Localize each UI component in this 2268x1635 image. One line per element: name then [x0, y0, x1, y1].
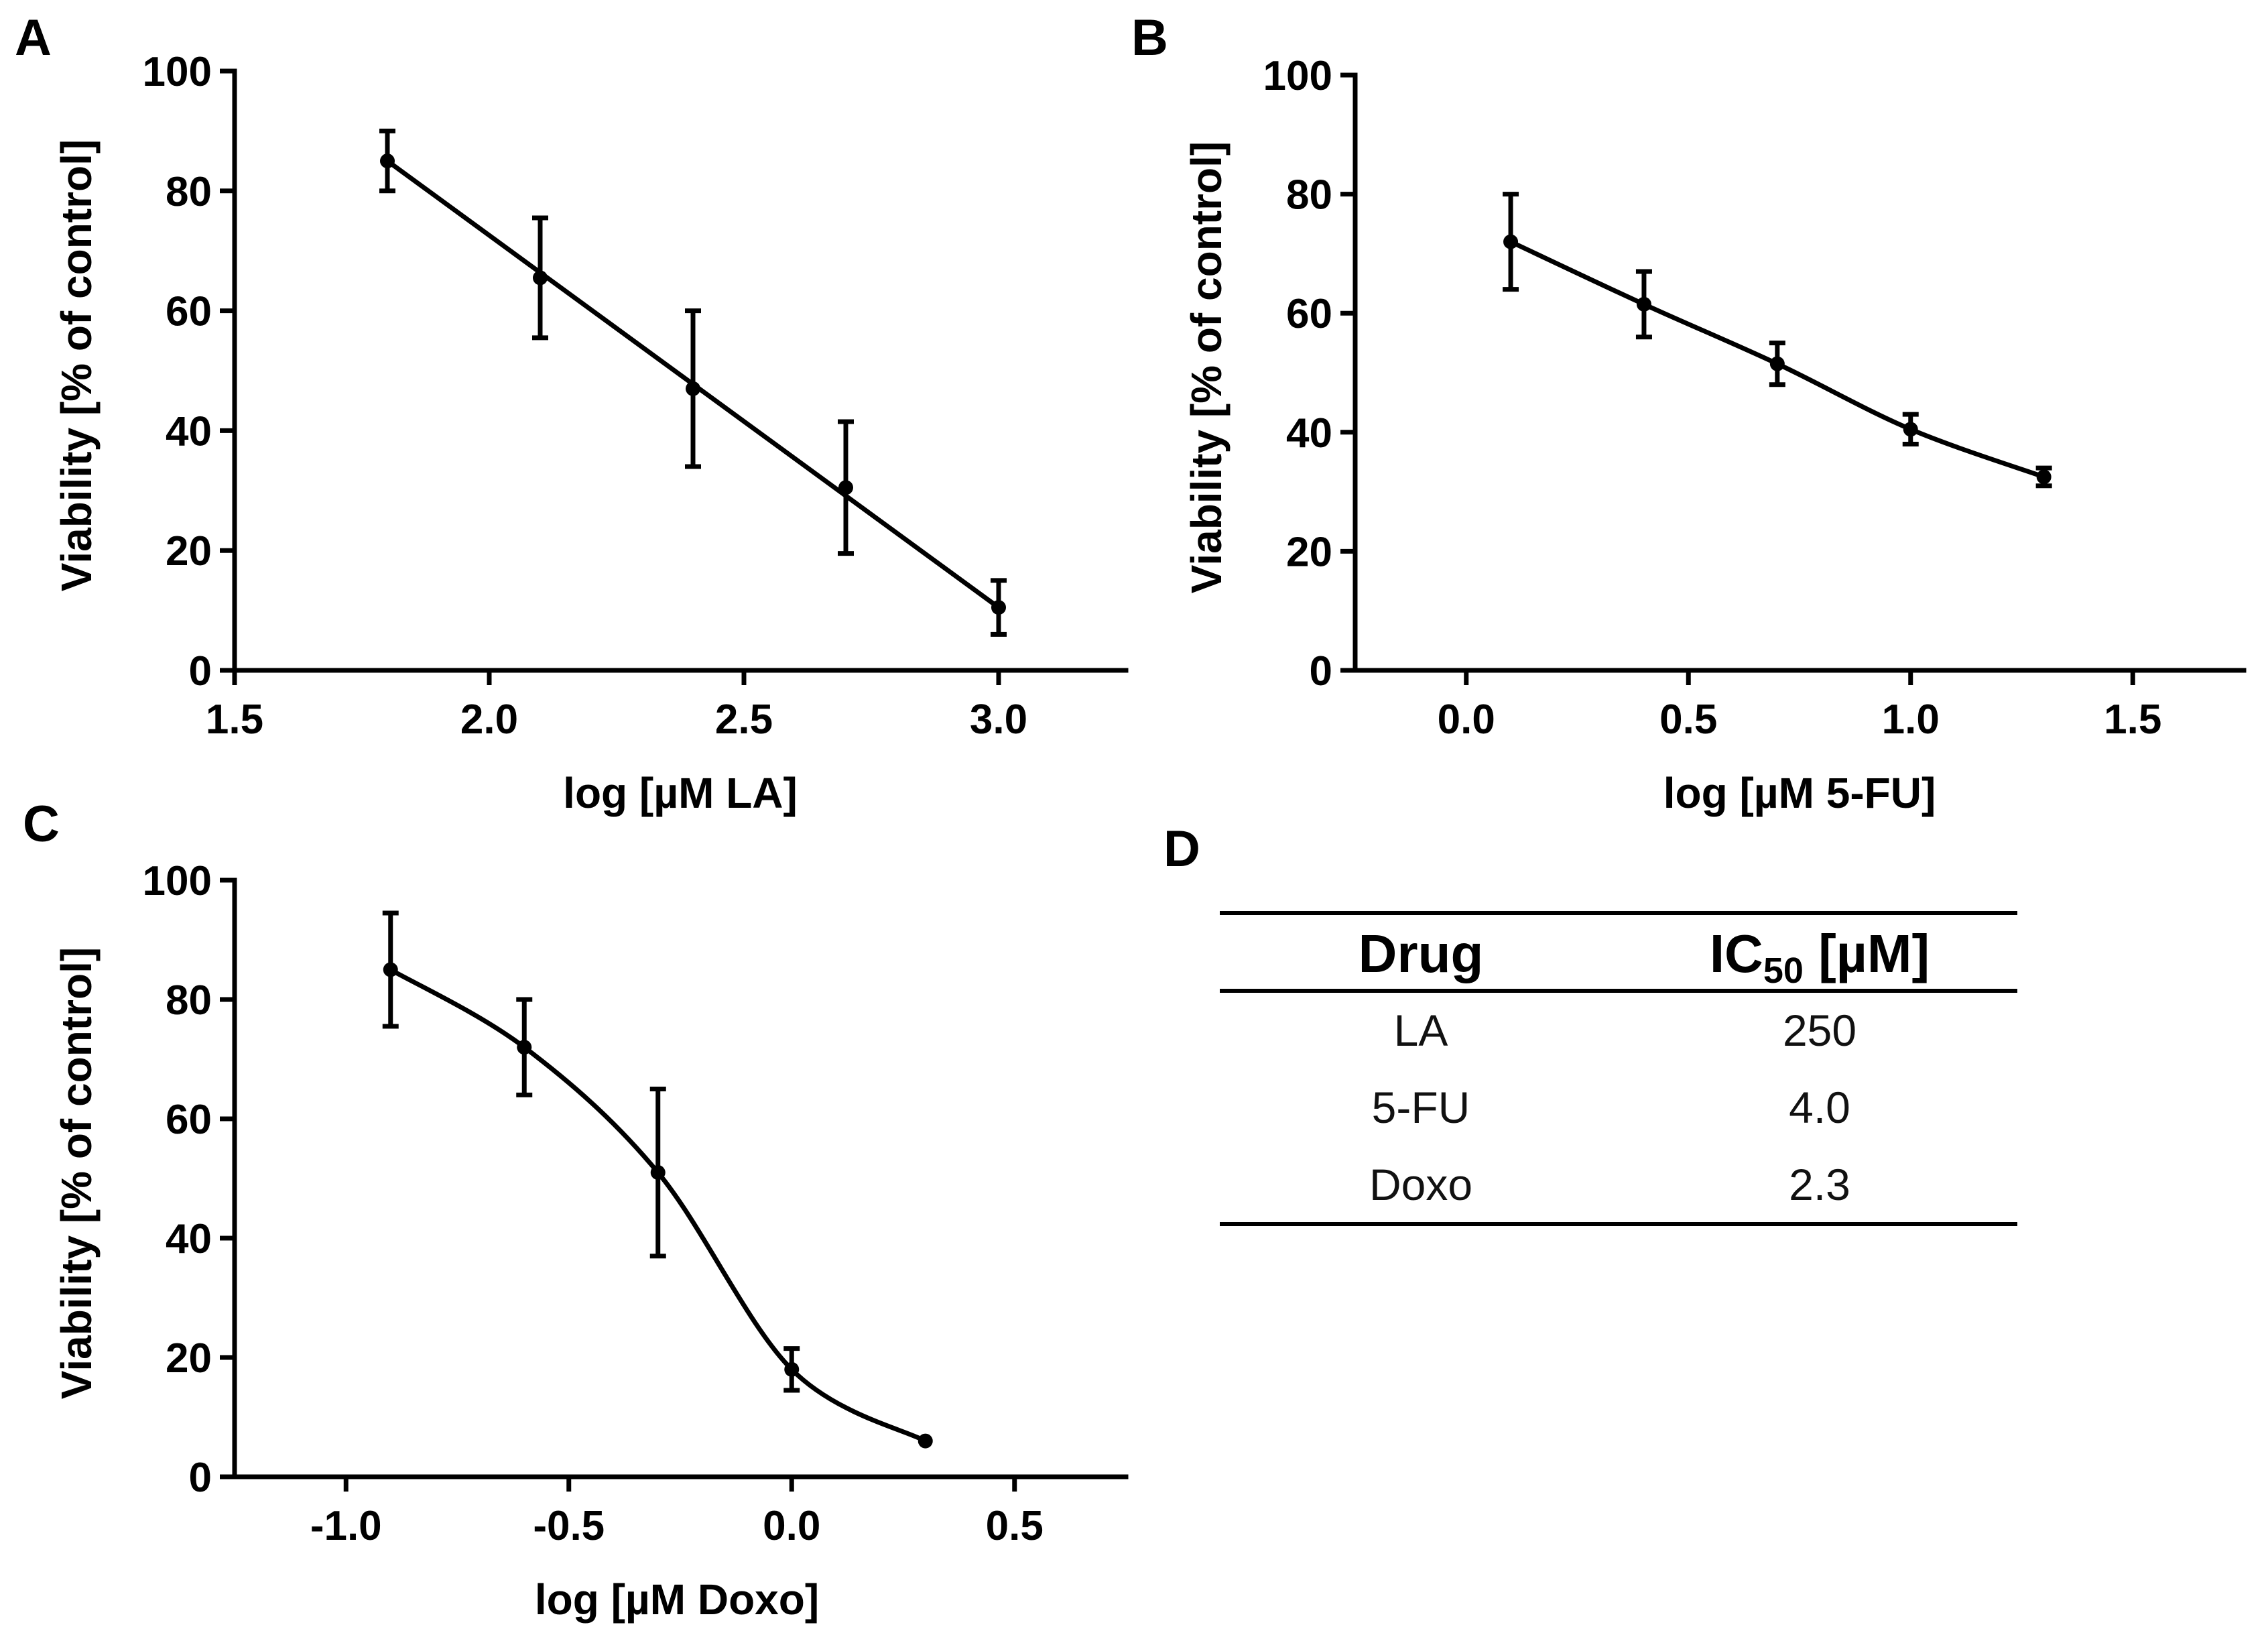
- y-tick-label: 80: [166, 169, 212, 215]
- x-tick-label: 2.0: [460, 697, 518, 743]
- x-axis-title-c: log [µM Doxo]: [535, 1575, 819, 1624]
- x-tick-label: 3.0: [970, 697, 1027, 743]
- y-tick-label: 0: [1310, 648, 1332, 694]
- y-tick-label: 20: [166, 1335, 212, 1382]
- x-axis-title-b: log [µM 5-FU]: [1663, 769, 1936, 817]
- table-cell-drug: Doxo: [1369, 1160, 1472, 1209]
- data-point: [650, 1165, 666, 1180]
- y-tick-label: 100: [143, 49, 212, 95]
- x-axis-title-a: log [µM LA]: [563, 769, 798, 817]
- data-point: [2036, 469, 2052, 485]
- data-point: [383, 962, 398, 977]
- x-tick-label: -0.5: [533, 1503, 605, 1549]
- y-tick-label: 80: [166, 977, 212, 1024]
- panel-letter-c: C: [23, 796, 60, 853]
- panel-letter-a: A: [15, 9, 52, 66]
- x-tick-label: 0.0: [763, 1503, 820, 1549]
- y-axis-title-c: Viability [% of control]: [52, 947, 101, 1399]
- ic-unit: [µM]: [1804, 924, 1930, 983]
- table-header-ic50: IC50 [µM]: [1710, 924, 1930, 991]
- panel-b: B log [µM 5-FU] Viability [% of control]…: [1131, 9, 2247, 817]
- x-tick-label: 1.0: [1882, 697, 1940, 743]
- table-cell-ic50: 250: [1783, 1006, 1856, 1055]
- x-tick-label: 0.5: [986, 1503, 1044, 1549]
- table-header-drug: Drug: [1359, 924, 1484, 983]
- y-tick-label: 100: [1263, 53, 1332, 99]
- ic-subscript: 50: [1763, 951, 1804, 991]
- y-tick-label: 40: [166, 1216, 212, 1262]
- data-point: [784, 1361, 800, 1377]
- y-tick-label: 40: [166, 408, 212, 455]
- data-point: [1903, 422, 1918, 437]
- data-point: [533, 270, 548, 286]
- y-axis-title-a: Viability [% of control]: [52, 139, 101, 591]
- table-cell-ic50: 4.0: [1789, 1083, 1850, 1132]
- data-point: [1636, 296, 1651, 312]
- data-point: [1503, 234, 1519, 249]
- data-point: [918, 1433, 933, 1449]
- table-cell-ic50: 2.3: [1789, 1160, 1850, 1209]
- x-tick-label: 2.5: [715, 697, 773, 743]
- data-point: [838, 480, 853, 495]
- x-tick-label: 0.5: [1659, 697, 1717, 743]
- panel-d-table: D Drug IC50 [µM] LA 250 5-FU 4.0 Doxo 2.…: [1163, 821, 2017, 1226]
- y-tick-label: 20: [166, 528, 212, 574]
- y-tick-label: 60: [1286, 291, 1332, 337]
- y-tick-label: 60: [166, 289, 212, 335]
- x-tick-label: 1.5: [206, 697, 263, 743]
- data-point: [517, 1040, 532, 1055]
- data-point: [991, 600, 1006, 615]
- panel-c: C log [µM Doxo] Viability [% of control]…: [23, 796, 1129, 1624]
- data-point: [686, 381, 700, 396]
- y-axis-title-b: Viability [% of control]: [1182, 141, 1231, 593]
- panel-letter-b: B: [1131, 9, 1168, 66]
- y-tick-label: 100: [143, 858, 212, 904]
- panel-letter-d: D: [1163, 821, 1200, 877]
- y-tick-label: 0: [189, 1455, 212, 1501]
- y-tick-label: 40: [1286, 410, 1332, 457]
- y-tick-label: 20: [1286, 529, 1332, 575]
- data-point: [1769, 356, 1785, 371]
- y-tick-label: 0: [189, 648, 212, 694]
- x-tick-label: 0.0: [1438, 697, 1495, 743]
- table-cell-drug: 5-FU: [1372, 1083, 1470, 1132]
- y-tick-label: 60: [166, 1097, 212, 1143]
- panel-a: A log [µM LA] Viability [% of control] 0…: [15, 9, 1129, 817]
- x-tick-label: -1.0: [310, 1503, 382, 1549]
- y-tick-label: 80: [1286, 172, 1332, 219]
- data-point: [380, 154, 395, 169]
- ic-label: IC: [1710, 924, 1763, 983]
- x-tick-label: 1.5: [2104, 697, 2161, 743]
- table-cell-drug: LA: [1394, 1006, 1448, 1055]
